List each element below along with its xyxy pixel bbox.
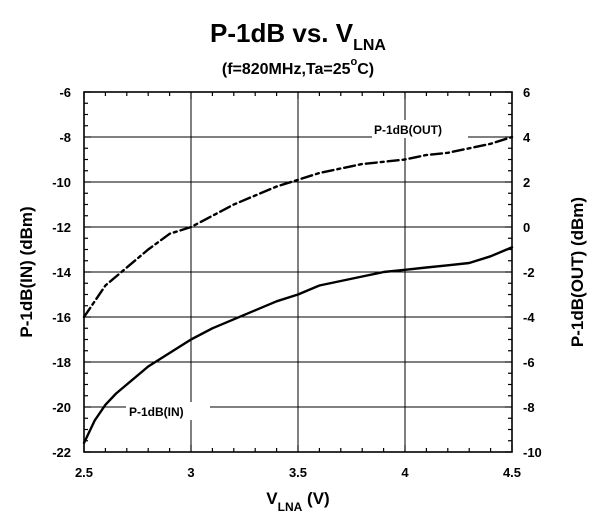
y-right-tick-label: 4 — [523, 130, 531, 145]
chart-subtitle-pre: (f=820MHz,Ta=25 — [222, 61, 351, 78]
y-left-tick-label: -12 — [52, 220, 71, 235]
chart-title-main: P-1dB vs. V — [210, 18, 354, 48]
y-right-tick-labels: 6 4 2 0 -2 -4 -6 -8 -10 — [523, 85, 542, 460]
minor-tick-marks — [83, 91, 513, 453]
x-tick-label: 3.5 — [289, 465, 307, 480]
x-tick-label: 4 — [401, 465, 409, 480]
x-tick-label: 4.5 — [503, 465, 521, 480]
y-right-tick-label: -10 — [523, 445, 542, 460]
x-axis-label-main: V — [266, 489, 278, 508]
series-label-out: P-1dB(OUT) — [374, 123, 442, 137]
x-tick-label: 2.5 — [75, 465, 93, 480]
series-line-p1db-in — [82, 246, 514, 445]
chart-title: P-1dB vs. VLNA — [210, 18, 386, 54]
y-left-tick-label: -18 — [52, 355, 71, 370]
x-axis-label-unit: (V) — [302, 489, 329, 508]
y-right-tick-label: -6 — [523, 355, 535, 370]
y-right-tick-label: 2 — [523, 175, 530, 190]
series-layer — [82, 135, 514, 445]
y-right-tick-label: -2 — [523, 265, 535, 280]
y-left-tick-label: -6 — [59, 85, 71, 100]
chart-subtitle-superscript: o — [351, 56, 358, 68]
grid-lines — [84, 92, 512, 452]
series-label-in: P-1dB(IN) — [129, 405, 184, 419]
x-axis-label: VLNA (V) — [266, 489, 329, 514]
y-left-tick-labels: -6 -8 -10 -12 -14 -16 -18 -20 -22 — [52, 85, 72, 460]
series-label-out-background — [372, 120, 468, 138]
y-right-tick-label: -4 — [523, 310, 535, 325]
y-left-tick-label: -20 — [52, 400, 71, 415]
x-tick-labels: 2.5 3 3.5 4 4.5 — [75, 465, 521, 480]
chart-subtitle-post: C) — [357, 61, 374, 78]
y-left-tick-label: -10 — [52, 175, 71, 190]
y-left-tick-label: -14 — [52, 265, 72, 280]
y-left-tick-label: -16 — [52, 310, 71, 325]
y-axis-label-right: P-1dB(OUT) (dBm) — [568, 197, 587, 347]
chart-title-subscript: LNA — [353, 37, 386, 54]
y-axis-label-left: P-1dB(IN) (dBm) — [17, 206, 36, 337]
y-right-tick-label: -8 — [523, 400, 535, 415]
x-axis-label-subscript: LNA — [278, 500, 303, 514]
chart-subtitle: (f=820MHz,Ta=25oC) — [222, 56, 374, 78]
x-tick-label: 3 — [187, 465, 194, 480]
series-line-p1db-out — [82, 135, 514, 319]
y-left-tick-label: -22 — [52, 445, 71, 460]
y-left-tick-label: -8 — [59, 130, 71, 145]
y-right-tick-label: 0 — [523, 220, 530, 235]
series-label-in-background — [126, 402, 210, 420]
y-right-tick-label: 6 — [523, 85, 530, 100]
